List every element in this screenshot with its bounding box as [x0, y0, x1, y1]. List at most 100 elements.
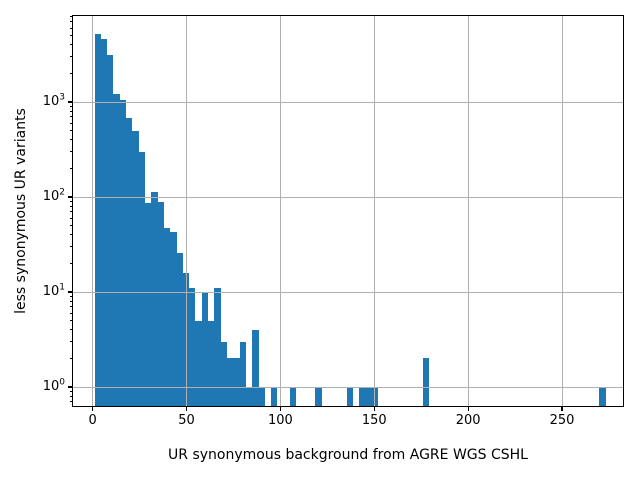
- histogram-bar: [144, 202, 152, 407]
- histogram-bar: [372, 387, 379, 407]
- gridline: [92, 15, 94, 407]
- y-minor-tick: [69, 122, 72, 124]
- gridline: [72, 196, 624, 198]
- histogram-bar: [208, 320, 215, 407]
- gridline: [561, 15, 563, 407]
- y-minor-tick: [69, 225, 72, 227]
- histogram-bar: [151, 191, 158, 407]
- histogram-bar: [315, 387, 322, 407]
- plot-area: [72, 15, 624, 407]
- y-minor-tick: [69, 151, 72, 153]
- histogram-bar: [163, 228, 171, 407]
- histogram-bar: [290, 387, 297, 407]
- y-tick: [68, 386, 72, 388]
- x-tick: [279, 407, 281, 411]
- x-tick-label: 150: [361, 413, 387, 428]
- bars-layer: [72, 15, 624, 407]
- y-minor-tick: [69, 72, 72, 74]
- gridline: [279, 15, 281, 407]
- y-minor-tick: [69, 21, 72, 23]
- y-minor-tick: [69, 200, 72, 202]
- y-tick-label: 100: [42, 377, 65, 394]
- histogram-bar: [214, 288, 221, 407]
- y-minor-tick: [69, 27, 72, 29]
- histogram-bar: [258, 387, 265, 407]
- x-tick-label: 50: [178, 413, 195, 428]
- y-minor-tick: [69, 44, 72, 46]
- y-minor-tick: [69, 205, 72, 207]
- y-minor-tick: [69, 110, 72, 112]
- histogram-bar: [126, 117, 133, 407]
- y-tick-label: 102: [42, 187, 65, 204]
- y-minor-tick: [69, 390, 72, 392]
- y-minor-tick: [69, 105, 72, 107]
- x-tick-label: 100: [267, 413, 293, 428]
- y-minor-tick: [69, 341, 72, 343]
- x-tick-label: 0: [88, 413, 97, 428]
- gridline: [72, 291, 624, 293]
- histogram-bar: [157, 201, 164, 407]
- gridline: [72, 101, 624, 103]
- histogram-bar: [100, 39, 108, 407]
- histogram-bar: [132, 130, 139, 407]
- x-tick-label: 250: [549, 413, 575, 428]
- gridline: [186, 15, 188, 407]
- y-tick-label: 101: [42, 282, 65, 299]
- histogram-bar: [252, 329, 259, 407]
- histogram-bar: [227, 358, 234, 407]
- histogram-bar: [107, 55, 114, 407]
- y-minor-tick: [69, 329, 72, 331]
- y-minor-tick: [69, 35, 72, 37]
- histogram-bar: [182, 272, 190, 407]
- y-tick: [68, 196, 72, 198]
- grid-layer: [72, 15, 624, 407]
- histogram-bar: [94, 33, 101, 407]
- histogram-bar: [271, 387, 278, 407]
- x-tick: [373, 407, 375, 411]
- y-minor-tick: [69, 246, 72, 248]
- histogram-bar: [176, 252, 183, 407]
- histogram-bar: [422, 358, 429, 407]
- x-axis-label: UR synonymous background from AGRE WGS C…: [168, 447, 528, 463]
- x-tick: [185, 407, 188, 411]
- y-axis-label: less synonymous UR variants: [13, 108, 29, 314]
- histogram-bar: [201, 292, 209, 407]
- y-tick: [68, 101, 72, 103]
- y-minor-tick: [69, 217, 72, 219]
- y-minor-tick: [69, 300, 72, 302]
- histogram-bar: [599, 387, 606, 407]
- y-minor-tick: [69, 312, 72, 314]
- y-minor-tick: [69, 116, 72, 118]
- y-tick: [68, 291, 72, 293]
- histogram-bar: [233, 358, 240, 407]
- histogram-bar: [119, 99, 127, 407]
- histogram-bar: [346, 387, 354, 407]
- x-tick: [92, 407, 94, 411]
- x-tick: [561, 407, 563, 411]
- y-minor-tick: [69, 234, 72, 236]
- histogram-bar: [113, 94, 120, 407]
- gridline: [373, 15, 375, 407]
- y-minor-tick: [69, 211, 72, 213]
- histogram-bar: [189, 288, 196, 407]
- y-minor-tick: [69, 295, 72, 297]
- y-minor-tick: [69, 15, 72, 17]
- y-tick-label: 103: [42, 92, 65, 109]
- y-minor-tick: [69, 139, 72, 141]
- histogram-bar: [245, 387, 253, 407]
- histogram-bar: [239, 341, 246, 407]
- histogram-bar: [195, 320, 202, 407]
- histogram-bar: [220, 341, 227, 407]
- y-minor-tick: [69, 320, 72, 322]
- histogram-bar: [365, 387, 373, 407]
- histogram-bar: [359, 387, 366, 407]
- y-minor-tick: [69, 167, 72, 169]
- gridline: [72, 386, 624, 388]
- y-minor-tick: [69, 56, 72, 58]
- y-minor-tick: [69, 130, 72, 132]
- gridline: [467, 15, 469, 407]
- y-minor-tick: [69, 262, 72, 264]
- histogram-bar: [170, 231, 177, 407]
- y-minor-tick: [69, 401, 72, 403]
